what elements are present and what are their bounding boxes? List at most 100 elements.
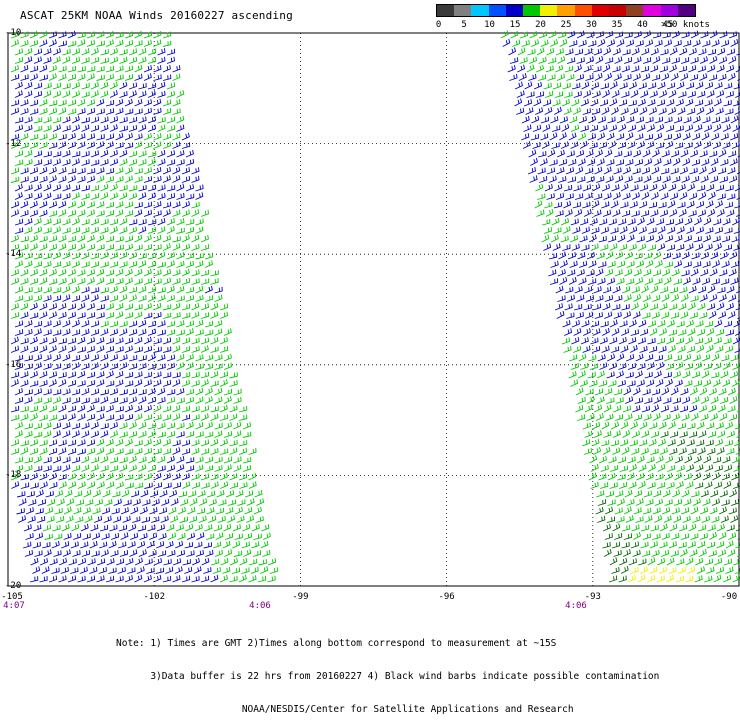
wind-barb [516,108,524,115]
wind-barb [11,177,19,183]
wind-barb [141,490,148,497]
wind-barb [211,381,219,387]
wind-barb [30,201,37,208]
wind-barb [707,542,715,548]
wind-barb [177,184,184,191]
wind-barb [196,329,204,335]
wind-barb [638,481,645,488]
wind-barb [110,150,117,157]
wind-barb [695,243,702,250]
wind-barb [677,82,684,89]
wind-barb [59,346,66,353]
wind-barb [641,66,649,72]
wind-barb [544,83,552,89]
wind-barb [11,303,18,310]
wind-barb [571,125,579,132]
wind-barb [553,82,561,89]
wind-barb [647,457,655,464]
wind-barb [567,295,575,302]
wind-barb [222,567,230,573]
wind-barb [220,304,228,311]
wind-barb [517,91,524,98]
wind-barb [63,252,70,259]
wind-barb [113,516,121,523]
wind-barb [661,312,669,319]
wind-barb [228,500,236,506]
wind-barb [87,32,95,39]
wind-barb [11,415,19,421]
wind-barb [87,481,94,488]
wind-barb [158,388,165,395]
wind-barb [654,371,661,378]
wind-barb [693,40,700,47]
wind-barb [621,91,629,97]
wind-barb [618,235,625,242]
wind-barb [634,269,641,276]
wind-barb [681,57,689,63]
wind-barb [635,159,643,165]
wind-barb [650,541,658,548]
wind-barb [139,464,146,471]
wind-barb [82,465,89,472]
wind-barb [173,303,180,310]
wind-barb [711,516,719,522]
wind-barb [579,278,587,285]
wind-barb [579,354,586,361]
wind-barb [110,219,118,225]
wind-barb [681,294,688,302]
wind-barb [72,151,80,157]
wind-barb [691,413,698,421]
wind-barb [622,304,630,310]
wind-barb [68,372,76,378]
wind-barb [211,559,219,565]
wind-barb [639,320,646,327]
wind-barb [25,320,33,327]
wind-barb [646,380,653,387]
wind-barb [186,422,193,429]
wind-barb [158,295,166,302]
wind-barb [160,490,167,497]
wind-barb [564,108,571,115]
wind-barb [643,508,651,514]
wind-barb [600,125,607,132]
wind-barb [577,31,584,38]
wind-barb [163,269,171,276]
wind-barb [701,252,708,259]
wind-barb [636,354,643,361]
wind-barb [619,482,627,489]
wind-barb [68,210,76,217]
wind-barb [687,423,695,429]
wind-barb [110,363,118,369]
wind-barb [110,465,118,471]
wind-barb [707,448,715,455]
wind-barb [186,194,194,200]
wind-barb [576,167,583,174]
wind-barb [650,304,658,311]
wind-barb [235,534,243,540]
wind-barb [620,439,628,446]
wind-barb [120,252,127,259]
wind-barb [710,269,717,276]
wind-barb [182,338,190,345]
wind-barb [684,499,692,506]
wind-barb [44,329,52,335]
wind-barb [640,329,648,336]
wind-barb [34,57,41,64]
wind-barb [129,57,137,64]
wind-barb [718,311,725,318]
wind-barb [730,371,737,378]
wind-barb [82,287,90,293]
wind-barb [721,133,729,140]
wind-barb [11,74,19,80]
wind-barb [693,498,700,505]
wind-barb [570,379,577,386]
wind-barb [167,117,175,123]
wind-barb [675,456,682,463]
wind-barb [196,185,204,191]
wind-barb [644,398,652,404]
wind-barb [144,31,152,38]
wind-barb [667,482,675,489]
wind-barb [689,431,697,437]
wind-barb [154,312,162,318]
wind-barb [34,117,42,123]
